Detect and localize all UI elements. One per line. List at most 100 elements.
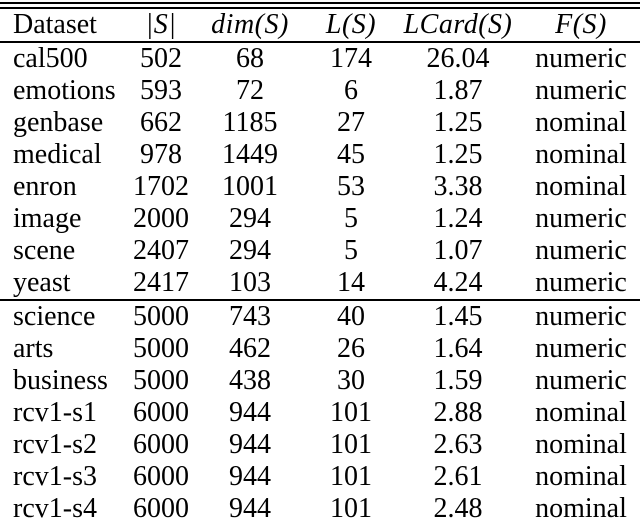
table-row-scene: scene 2407 294 5 1.07 numeric <box>0 235 640 267</box>
table-row-rcv1-s4: rcv1-s4 6000 944 101 2.48 nominal <box>0 493 640 520</box>
cell-ftype: nominal <box>535 397 627 428</box>
cell-size: 6000 <box>133 461 189 492</box>
cell-dataset: genbase <box>13 107 104 138</box>
cell-dims: 944 <box>229 397 271 428</box>
cell-dataset: cal500 <box>13 43 88 74</box>
cell-dims: 68 <box>236 43 264 74</box>
table-row-medical: medical 978 1449 45 1.25 nominal <box>0 139 640 171</box>
cell-labels: 101 <box>330 493 372 520</box>
cell-size: 1702 <box>133 171 189 202</box>
table-row-emotions: emotions 593 72 6 1.87 numeric <box>0 75 640 107</box>
cell-dims: 438 <box>229 365 271 396</box>
cell-size: 5000 <box>130 299 192 333</box>
cell-lcard: 1.25 <box>433 139 483 170</box>
cell-lcard: 2.48 <box>433 493 483 520</box>
cell-size: 6000 <box>133 429 189 460</box>
cell-labels: 40 <box>308 299 394 333</box>
cell-ftype: numeric <box>535 267 627 298</box>
cell-dataset: rcv1-s1 <box>13 397 97 428</box>
cell-labels: 27 <box>337 107 365 138</box>
table-row-business: business 5000 438 30 1.59 numeric <box>0 365 640 397</box>
cell-lcard: 1.07 <box>433 235 483 266</box>
cell-dims: 294 <box>229 235 271 266</box>
cell-size: 5000 <box>133 333 189 364</box>
table-row-yeast: yeast 2417 103 14 4.24 numeric <box>0 267 640 300</box>
table-row-rcv1-s1: rcv1-s1 6000 944 101 2.88 nominal <box>0 397 640 429</box>
table-row-rcv1-s3: rcv1-s3 6000 944 101 2.61 nominal <box>0 461 640 493</box>
cell-size: 2407 <box>133 235 189 266</box>
cell-dims: 1449 <box>222 139 278 170</box>
dataset-statistics-table: Dataset |S| dim(S) L(S) LCard(S) F(S) ca… <box>0 9 640 520</box>
cell-size: 5000 <box>133 365 189 396</box>
table-row-science: science 5000 743 40 1.45 numeric <box>0 299 640 333</box>
cell-dims: 294 <box>229 203 271 234</box>
cell-dataset: business <box>13 365 108 396</box>
cell-labels: 5 <box>344 203 358 234</box>
table-header: Dataset |S| dim(S) L(S) LCard(S) F(S) <box>0 9 640 43</box>
cell-size: 2000 <box>133 203 189 234</box>
cell-labels: 53 <box>337 171 365 202</box>
table-body: cal500 502 68 174 26.04 numeric emotions… <box>0 42 640 520</box>
cell-ftype: numeric <box>535 333 627 364</box>
cell-ftype: numeric <box>535 235 627 266</box>
cell-lcard: 2.63 <box>433 429 483 460</box>
cell-ftype: nominal <box>535 107 627 138</box>
cell-ftype: nominal <box>535 139 627 170</box>
cell-ftype: numeric <box>522 299 640 333</box>
cell-dataset: medical <box>13 139 102 170</box>
cell-ftype: nominal <box>535 429 627 460</box>
cell-dataset: arts <box>13 333 54 364</box>
cell-ftype: nominal <box>535 171 627 202</box>
col-header-ftype: F(S) <box>522 9 640 43</box>
cell-lcard: 1.45 <box>394 299 522 333</box>
cell-lcard: 1.59 <box>433 365 483 396</box>
cell-ftype: nominal <box>535 493 627 520</box>
col-header-lcard: LCard(S) <box>394 9 522 43</box>
cell-size: 502 <box>140 43 182 74</box>
header-row: Dataset |S| dim(S) L(S) LCard(S) F(S) <box>0 9 640 43</box>
cell-dims: 462 <box>229 333 271 364</box>
cell-lcard: 26.04 <box>426 43 490 74</box>
cell-lcard: 1.24 <box>433 203 483 234</box>
cell-dims: 1001 <box>222 171 278 202</box>
cell-dims: 103 <box>229 267 271 298</box>
cell-labels: 101 <box>330 461 372 492</box>
col-header-size: |S| <box>130 9 192 43</box>
cell-dims: 944 <box>229 461 271 492</box>
cell-size: 2417 <box>133 267 189 298</box>
cell-dataset: image <box>13 203 82 234</box>
table-row-enron: enron 1702 1001 53 3.38 nominal <box>0 171 640 203</box>
cell-labels: 6 <box>344 75 358 106</box>
cell-ftype: numeric <box>535 75 627 106</box>
cell-lcard: 2.61 <box>433 461 483 492</box>
cell-dataset: emotions <box>13 75 116 106</box>
cell-size: 6000 <box>133 397 189 428</box>
cell-labels: 14 <box>337 267 365 298</box>
cell-size: 978 <box>140 139 182 170</box>
cell-dims: 944 <box>229 429 271 460</box>
cell-lcard: 4.24 <box>433 267 483 298</box>
table-row-image: image 2000 294 5 1.24 numeric <box>0 203 640 235</box>
cell-dims: 743 <box>192 299 308 333</box>
cell-labels: 30 <box>337 365 365 396</box>
cell-dataset: rcv1-s4 <box>13 493 97 520</box>
cell-dims: 944 <box>229 493 271 520</box>
col-header-dim: dim(S) <box>192 9 308 43</box>
table-row-rcv1-s2: rcv1-s2 6000 944 101 2.63 nominal <box>0 429 640 461</box>
col-header-labels: L(S) <box>308 9 394 43</box>
cell-labels: 5 <box>344 235 358 266</box>
cell-dataset: enron <box>13 171 77 202</box>
cell-ftype: nominal <box>535 461 627 492</box>
cell-dataset: yeast <box>13 267 71 298</box>
cell-ftype: numeric <box>535 203 627 234</box>
cell-dataset: scene <box>13 235 76 266</box>
cell-dataset: rcv1-s3 <box>13 461 97 492</box>
cell-lcard: 3.38 <box>433 171 483 202</box>
cell-lcard: 1.87 <box>433 75 483 106</box>
cell-dataset: science <box>0 299 130 333</box>
cell-labels: 174 <box>330 43 372 74</box>
table-row-arts: arts 5000 462 26 1.64 numeric <box>0 333 640 365</box>
cell-size: 593 <box>140 75 182 106</box>
cell-labels: 101 <box>330 397 372 428</box>
